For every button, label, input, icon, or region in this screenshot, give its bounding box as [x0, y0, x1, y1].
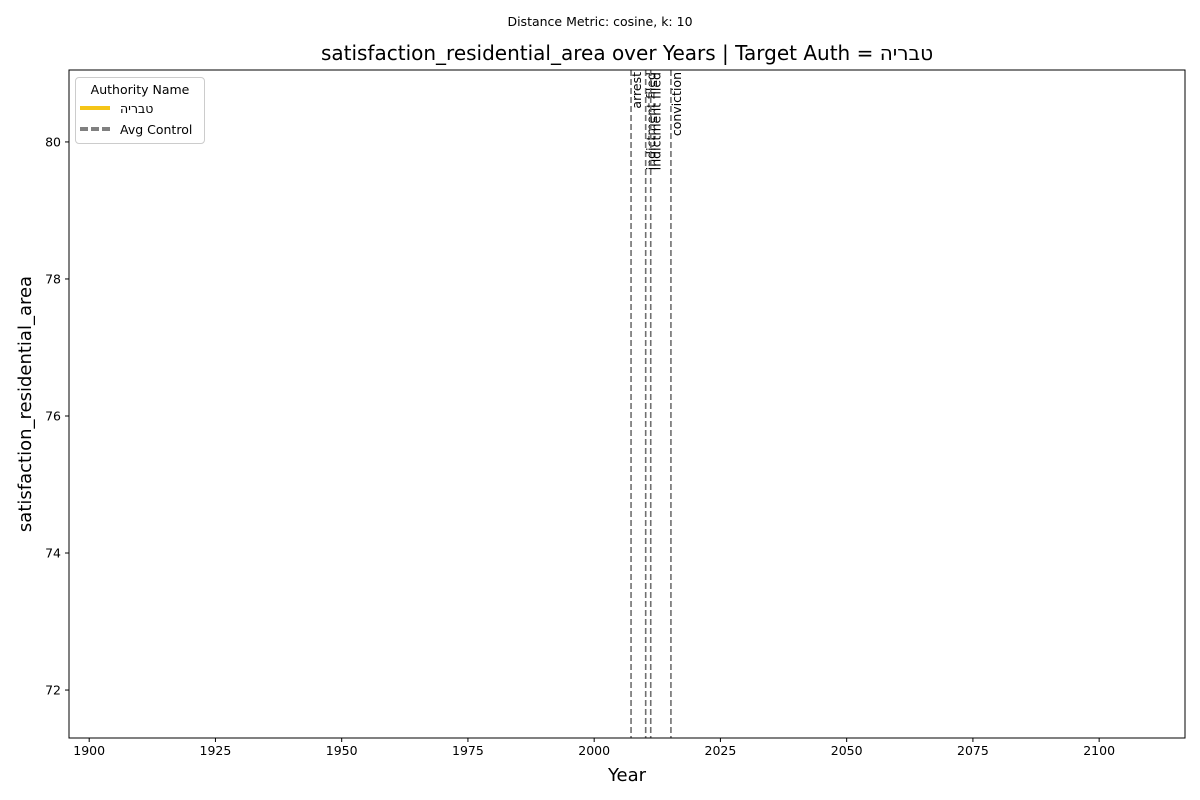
- y-tick-label: 74: [45, 546, 61, 561]
- x-tick-label: 2075: [957, 743, 989, 758]
- legend-label-avg-control: Avg Control: [120, 121, 193, 137]
- x-tick-label: 1975: [452, 743, 484, 758]
- x-axis-label: Year: [607, 765, 647, 786]
- x-tick-label: 2025: [705, 743, 737, 758]
- chart-title: satisfaction_residential_area over Years…: [320, 41, 934, 65]
- legend-label-target: טבריה: [120, 100, 154, 116]
- event-label: indictment filed: [644, 72, 659, 170]
- legend-title: Authority Name: [90, 82, 190, 97]
- legend-entry-avg-control: Avg Control: [80, 121, 192, 137]
- event-label: conviction: [669, 72, 684, 136]
- plot-frame: [68, 69, 1186, 739]
- x-tick-label: 1925: [200, 743, 232, 758]
- event-label: arrest: [629, 72, 644, 109]
- y-tick-label: 76: [45, 408, 61, 423]
- legend-swatch-target: [80, 106, 110, 110]
- legend: Authority Name טבריה Avg Control: [75, 77, 205, 144]
- x-tick-label: 2050: [831, 743, 863, 758]
- x-tick-label: 2100: [1083, 743, 1115, 758]
- legend-entry-target: טבריה: [80, 100, 153, 116]
- x-tick-label: 2000: [578, 743, 610, 758]
- figure-suptitle: Distance Metric: cosine, k: 10: [507, 14, 693, 29]
- y-tick-label: 72: [45, 683, 61, 698]
- event-label: indictment filed: [649, 72, 664, 170]
- x-tick-label: 1950: [326, 743, 358, 758]
- legend-swatch-avg-control: [80, 127, 110, 131]
- y-axis-label: satisfaction_residential_area: [15, 276, 36, 532]
- y-tick-label: 80: [45, 134, 61, 149]
- y-tick-label: 78: [45, 271, 61, 286]
- x-tick-label: 1900: [73, 743, 105, 758]
